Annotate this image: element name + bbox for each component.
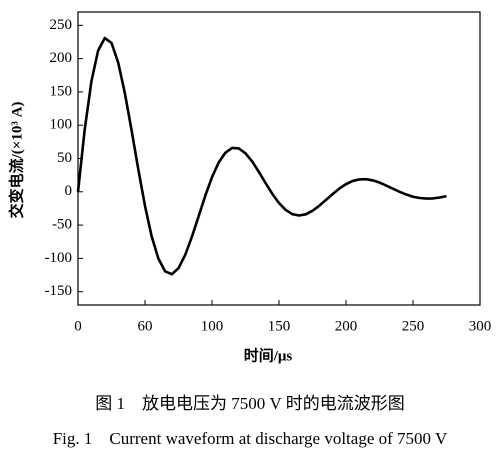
x-tick-label: 0 [74,318,82,334]
x-tick-label: 100 [201,318,224,334]
y-tick-label: 50 [57,150,72,166]
x-tick-label: 150 [268,318,291,334]
caption-en: Fig. 1 Current waveform at discharge vol… [53,429,448,448]
y-axis-label: 交变电流/(×10³ A) [7,102,25,219]
x-axis-label: 时间/μs [244,346,293,364]
y-tick-label: 100 [50,117,73,133]
plot-frame [77,11,481,306]
y-tick-label: -150 [45,283,73,299]
x-tick-label: 300 [469,318,492,334]
y-tick-label: 0 [65,183,73,199]
current-line [76,36,447,276]
y-tick-label: 200 [50,50,73,66]
y-tick-label: 150 [50,83,73,99]
x-tick-label: 60 [138,318,153,334]
caption-cn: 图 1 放电电压为 7500 V 时的电流波形图 [95,394,404,413]
y-tick-label: -50 [52,217,72,233]
x-tick-label: 250 [402,318,425,334]
y-tick-label: 250 [50,17,73,33]
y-tick-label: -100 [45,250,73,266]
x-tick-label: 200 [335,318,358,334]
